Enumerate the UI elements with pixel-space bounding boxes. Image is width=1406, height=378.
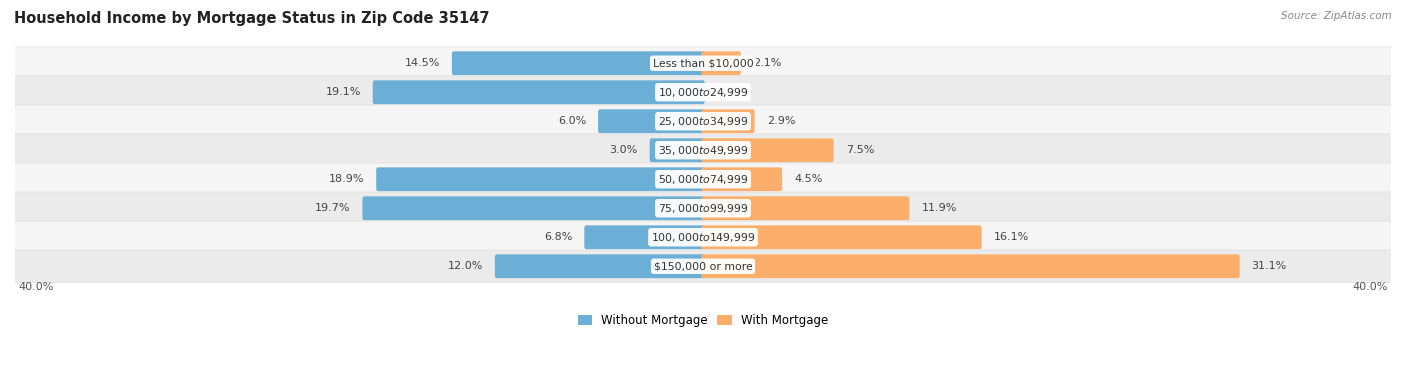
FancyBboxPatch shape bbox=[13, 47, 1393, 79]
Text: 2.1%: 2.1% bbox=[752, 58, 782, 68]
FancyBboxPatch shape bbox=[495, 254, 704, 278]
FancyBboxPatch shape bbox=[13, 221, 1393, 254]
Text: 11.9%: 11.9% bbox=[921, 203, 957, 213]
FancyBboxPatch shape bbox=[585, 225, 704, 249]
Text: 16.1%: 16.1% bbox=[994, 232, 1029, 242]
Text: 40.0%: 40.0% bbox=[18, 282, 53, 292]
Text: 4.5%: 4.5% bbox=[794, 174, 823, 184]
FancyBboxPatch shape bbox=[702, 51, 741, 75]
FancyBboxPatch shape bbox=[13, 192, 1393, 225]
FancyBboxPatch shape bbox=[13, 105, 1393, 138]
FancyBboxPatch shape bbox=[702, 196, 910, 220]
Text: $25,000 to $34,999: $25,000 to $34,999 bbox=[658, 115, 748, 128]
Text: 6.8%: 6.8% bbox=[544, 232, 572, 242]
Text: 3.0%: 3.0% bbox=[609, 145, 638, 155]
FancyBboxPatch shape bbox=[377, 167, 704, 191]
Text: 7.5%: 7.5% bbox=[846, 145, 875, 155]
Text: 40.0%: 40.0% bbox=[1353, 282, 1388, 292]
Text: $50,000 to $74,999: $50,000 to $74,999 bbox=[658, 173, 748, 186]
Text: 12.0%: 12.0% bbox=[447, 261, 482, 271]
FancyBboxPatch shape bbox=[702, 254, 1240, 278]
FancyBboxPatch shape bbox=[702, 225, 981, 249]
FancyBboxPatch shape bbox=[13, 134, 1393, 166]
FancyBboxPatch shape bbox=[702, 109, 755, 133]
Text: Source: ZipAtlas.com: Source: ZipAtlas.com bbox=[1281, 11, 1392, 21]
Text: 19.1%: 19.1% bbox=[325, 87, 361, 97]
Text: $10,000 to $24,999: $10,000 to $24,999 bbox=[658, 86, 748, 99]
Text: 14.5%: 14.5% bbox=[405, 58, 440, 68]
FancyBboxPatch shape bbox=[598, 109, 704, 133]
Text: 18.9%: 18.9% bbox=[329, 174, 364, 184]
Text: $75,000 to $99,999: $75,000 to $99,999 bbox=[658, 202, 748, 215]
Text: $150,000 or more: $150,000 or more bbox=[654, 261, 752, 271]
FancyBboxPatch shape bbox=[13, 163, 1393, 195]
FancyBboxPatch shape bbox=[702, 138, 834, 162]
FancyBboxPatch shape bbox=[702, 167, 782, 191]
Text: 19.7%: 19.7% bbox=[315, 203, 350, 213]
Text: Less than $10,000: Less than $10,000 bbox=[652, 58, 754, 68]
Text: 2.9%: 2.9% bbox=[766, 116, 796, 126]
Legend: Without Mortgage, With Mortgage: Without Mortgage, With Mortgage bbox=[574, 309, 832, 332]
FancyBboxPatch shape bbox=[13, 76, 1393, 108]
Text: 6.0%: 6.0% bbox=[558, 116, 586, 126]
Text: $100,000 to $149,999: $100,000 to $149,999 bbox=[651, 231, 755, 244]
Text: $35,000 to $49,999: $35,000 to $49,999 bbox=[658, 144, 748, 157]
Text: Household Income by Mortgage Status in Zip Code 35147: Household Income by Mortgage Status in Z… bbox=[14, 11, 489, 26]
FancyBboxPatch shape bbox=[451, 51, 704, 75]
Text: 31.1%: 31.1% bbox=[1251, 261, 1286, 271]
FancyBboxPatch shape bbox=[13, 250, 1393, 282]
Text: 0.0%: 0.0% bbox=[717, 87, 745, 97]
FancyBboxPatch shape bbox=[373, 81, 704, 104]
FancyBboxPatch shape bbox=[363, 196, 704, 220]
FancyBboxPatch shape bbox=[650, 138, 704, 162]
